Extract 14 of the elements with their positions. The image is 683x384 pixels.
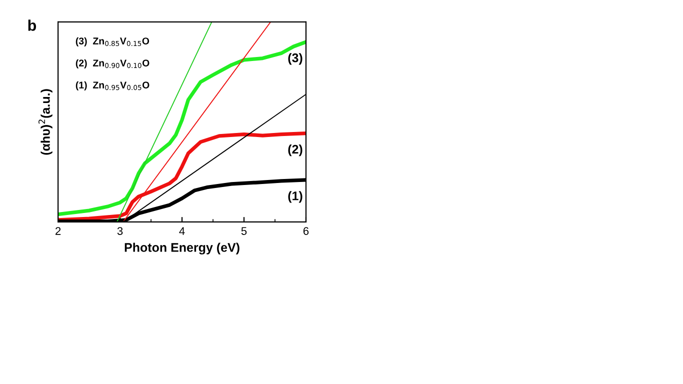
series-label: (2) xyxy=(288,144,302,156)
annotation: (3) Zn$_{0.85}$V$_{0.15}$O xyxy=(76,37,150,46)
x-tick-label: 3 xyxy=(117,227,123,235)
x-tick-label: 5 xyxy=(241,227,247,235)
x-axis-title: Photon Energy (eV) xyxy=(124,242,240,254)
series-label: (1) xyxy=(288,191,302,203)
x-tick-label: 4 xyxy=(179,227,185,235)
annotation: (1) Zn$_{0.95}$V$_{0.05}$O xyxy=(76,81,150,90)
series-label: (3) xyxy=(288,53,302,65)
annotation: (2) Zn$_{0.90}$V$_{0.10}$O xyxy=(76,59,150,68)
x-tick-label: 2 xyxy=(56,227,61,235)
x-tick-label: 6 xyxy=(303,227,309,235)
y-axis-title: (αhυ)$^{2}$(a.u.) xyxy=(38,89,52,155)
text: b xyxy=(28,20,36,31)
